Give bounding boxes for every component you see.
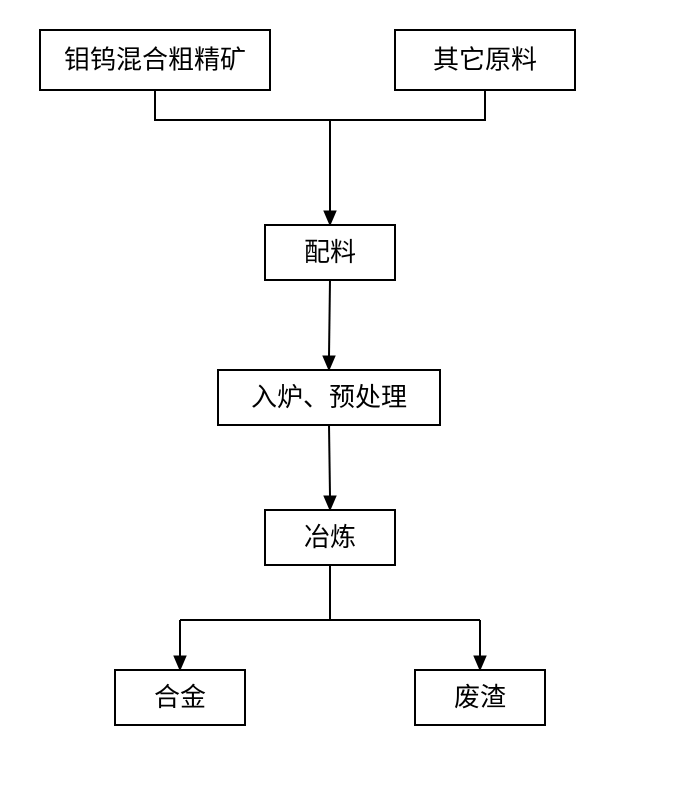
node-pretreat: 入炉、预处理 (218, 370, 440, 425)
label-pretreat: 入炉、预处理 (251, 383, 407, 412)
node-smelt: 冶炼 (265, 510, 395, 565)
node-alloy: 合金 (115, 670, 245, 725)
label-mix: 配料 (304, 238, 356, 267)
label-slag: 废渣 (454, 683, 506, 712)
node-mix: 配料 (265, 225, 395, 280)
label-input_right: 其它原料 (433, 46, 537, 75)
node-input_right: 其它原料 (395, 30, 575, 90)
node-input_left: 钼钨混合粗精矿 (40, 30, 270, 90)
label-input_left: 钼钨混合粗精矿 (64, 46, 246, 75)
label-alloy: 合金 (154, 683, 206, 712)
node-slag: 废渣 (415, 670, 545, 725)
label-smelt: 冶炼 (304, 523, 356, 552)
